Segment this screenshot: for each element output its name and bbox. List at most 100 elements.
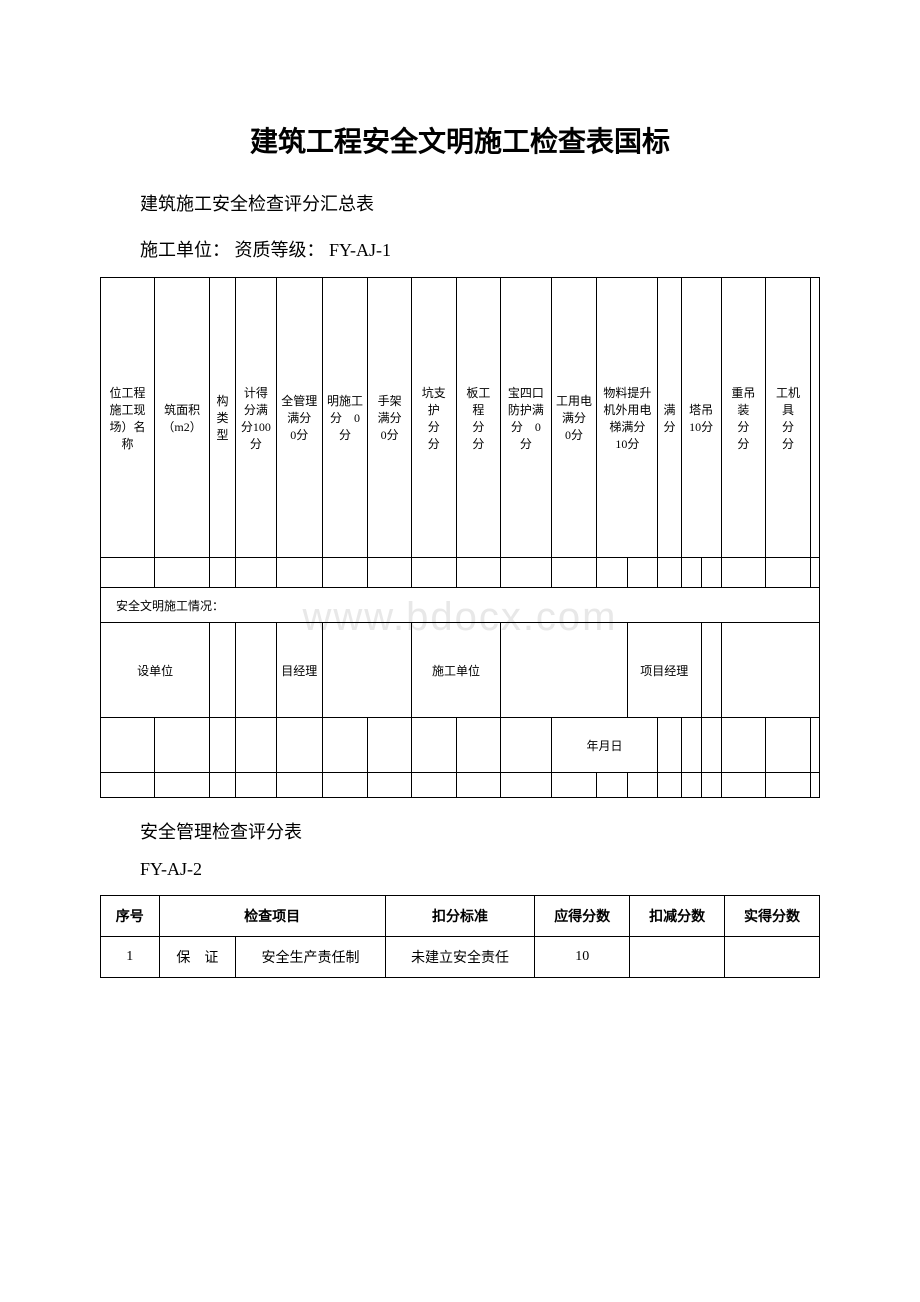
date-cell-empty <box>210 718 236 773</box>
date-cell-empty <box>701 718 721 773</box>
header-col-empty <box>810 278 819 558</box>
header-col9: 板工程 分 分 <box>456 278 501 558</box>
empty-cell <box>322 773 368 798</box>
date-cell-empty <box>368 718 411 773</box>
table2-row: 1 保 证 安全生产责任制 未建立安全责任 10 <box>101 937 820 978</box>
date-cell-empty <box>721 718 766 773</box>
table2-cell-score: 10 <box>535 937 630 978</box>
safety-check-table: 序号 检查项目 扣分标准 应得分数 扣减分数 实得分数 1 保 证 安全生产责任… <box>100 895 820 978</box>
content-wrapper: 建筑工程安全文明施工检查表国标 建筑施工安全检查评分汇总表 施工单位： 资质等级… <box>100 120 820 978</box>
data-cell <box>721 558 766 588</box>
empty-cell <box>766 773 811 798</box>
date-cell-empty <box>681 718 701 773</box>
sign-cell-3: 施工单位 <box>411 623 500 718</box>
sign-cell-2: 目经理 <box>276 623 322 718</box>
date-cell-empty <box>322 718 368 773</box>
table2-cell-standard: 未建立安全责任 <box>385 937 535 978</box>
header-col14: 塔吊 10分 <box>681 278 721 558</box>
sign-cell-empty <box>322 623 411 718</box>
empty-cell <box>501 773 551 798</box>
header-col11: 工用电满分 0分 <box>551 278 597 558</box>
date-cell-empty <box>456 718 501 773</box>
empty-cell <box>551 773 597 798</box>
empty-cell <box>681 773 701 798</box>
sign-cell-empty <box>501 623 628 718</box>
empty-cell <box>810 773 819 798</box>
table2-header-deduct: 扣减分数 <box>630 896 725 937</box>
data-cell <box>681 558 701 588</box>
sign-cell-4: 项目经理 <box>627 623 701 718</box>
data-cell <box>210 558 236 588</box>
data-cell <box>154 558 209 588</box>
empty-cell <box>276 773 322 798</box>
table2-cell-deduct <box>630 937 725 978</box>
date-row: 年月日 <box>101 718 820 773</box>
header-col6: 明施工 分 0分 <box>322 278 368 558</box>
table2-cell-cat: 保 证 <box>159 937 236 978</box>
date-cell-label: 年月日 <box>551 718 658 773</box>
table-data-row <box>101 558 820 588</box>
date-cell-empty <box>411 718 456 773</box>
empty-row <box>101 773 820 798</box>
empty-cell <box>456 773 501 798</box>
data-cell <box>411 558 456 588</box>
data-cell <box>597 558 627 588</box>
sign-cell-empty <box>235 623 276 718</box>
date-cell-empty <box>154 718 209 773</box>
section2-code: FY-AJ-2 <box>100 859 820 880</box>
header-col2: 筑面积（m2） <box>154 278 209 558</box>
table2-header-row: 序号 检查项目 扣分标准 应得分数 扣减分数 实得分数 <box>101 896 820 937</box>
header-col15: 重吊装 分 分 <box>721 278 766 558</box>
data-cell <box>235 558 276 588</box>
subtitle: 建筑施工安全检查评分汇总表 <box>100 190 820 216</box>
data-cell <box>766 558 811 588</box>
empty-cell <box>210 773 236 798</box>
info-line: 施工单位： 资质等级： FY-AJ-1 <box>100 236 820 262</box>
header-col10: 宝四口防护满分 0分 <box>501 278 551 558</box>
date-cell-empty <box>235 718 276 773</box>
empty-cell <box>368 773 411 798</box>
header-col8: 坑支护 分 分 <box>411 278 456 558</box>
header-col13: 满分 <box>658 278 681 558</box>
data-cell <box>551 558 597 588</box>
data-cell <box>810 558 819 588</box>
header-col16: 工机具 分 分 <box>766 278 811 558</box>
date-cell-empty <box>501 718 551 773</box>
date-cell-empty <box>101 718 155 773</box>
data-cell <box>368 558 411 588</box>
page-title: 建筑工程安全文明施工检查表国标 <box>100 120 820 160</box>
data-cell <box>276 558 322 588</box>
data-cell <box>627 558 657 588</box>
table2-header-standard: 扣分标准 <box>385 896 535 937</box>
sign-cell-1: 设单位 <box>101 623 210 718</box>
empty-cell <box>721 773 766 798</box>
situation-cell: 安全文明施工情况： <box>101 588 820 623</box>
header-col7: 手架满分 0分 <box>368 278 411 558</box>
header-col4: 计得分满分100分 <box>235 278 276 558</box>
empty-cell <box>411 773 456 798</box>
empty-cell <box>597 773 627 798</box>
table2-cell-actual <box>725 937 820 978</box>
data-cell <box>701 558 721 588</box>
table2-cell-item: 安全生产责任制 <box>236 937 386 978</box>
sign-cell-empty <box>721 623 819 718</box>
data-cell <box>501 558 551 588</box>
sign-cell-empty <box>210 623 236 718</box>
empty-cell <box>701 773 721 798</box>
data-cell <box>658 558 681 588</box>
data-cell <box>101 558 155 588</box>
sign-cell-empty <box>701 623 721 718</box>
header-col12: 物料提升机外用电梯满分 10分 <box>597 278 658 558</box>
data-cell <box>456 558 501 588</box>
table2-cell-seq: 1 <box>101 937 160 978</box>
empty-cell <box>101 773 155 798</box>
empty-cell <box>235 773 276 798</box>
header-col5: 全管理满分 0分 <box>276 278 322 558</box>
date-cell-empty <box>276 718 322 773</box>
section2-title: 安全管理检查评分表 <box>100 818 820 844</box>
table2-header-score: 应得分数 <box>535 896 630 937</box>
table2-header-seq: 序号 <box>101 896 160 937</box>
data-cell <box>322 558 368 588</box>
situation-row: 安全文明施工情况： <box>101 588 820 623</box>
sign-row: 设单位 目经理 施工单位 项目经理 <box>101 623 820 718</box>
